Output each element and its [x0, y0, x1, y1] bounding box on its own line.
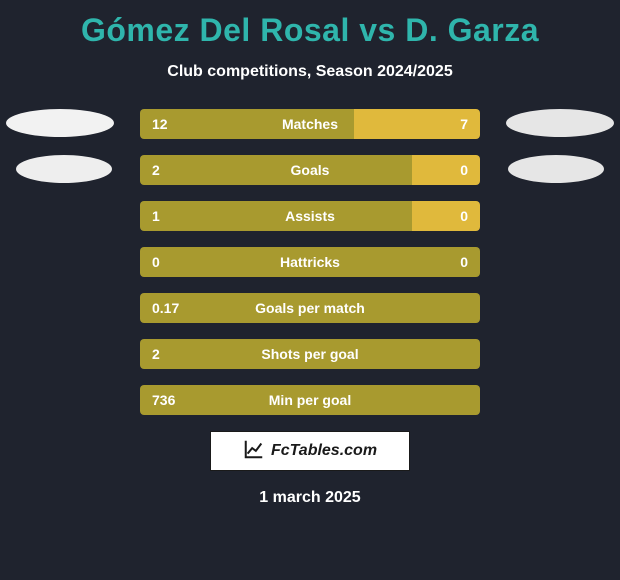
team-badge-left-1: [6, 109, 114, 137]
stat-value-right: 0: [460, 254, 468, 270]
season-subtitle: Club competitions, Season 2024/2025: [0, 63, 620, 81]
stat-value-right: 7: [460, 116, 468, 132]
team-badge-right-2: [508, 155, 604, 183]
stat-bar-row: 736Min per goal: [140, 385, 480, 415]
source-logo: FcTables.com: [210, 431, 410, 471]
stat-bars-container: 12Matches72Goals01Assists00Hattricks00.1…: [140, 109, 480, 415]
stat-label: Min per goal: [140, 392, 480, 408]
chart-area: 12Matches72Goals01Assists00Hattricks00.1…: [0, 109, 620, 415]
chart-icon: [243, 438, 265, 465]
stat-value-right: 0: [460, 162, 468, 178]
team-badge-left-2: [16, 155, 112, 183]
stat-label: Hattricks: [140, 254, 480, 270]
comparison-date: 1 march 2025: [0, 489, 620, 507]
team-badge-right-1: [506, 109, 614, 137]
stat-value-right: 0: [460, 208, 468, 224]
stat-label: Goals: [140, 162, 480, 178]
comparison-title: Gómez Del Rosal vs D. Garza: [0, 0, 620, 49]
stat-label: Shots per goal: [140, 346, 480, 362]
stat-bar-row: 0.17Goals per match: [140, 293, 480, 323]
stat-label: Matches: [140, 116, 480, 132]
stat-bar-row: 1Assists0: [140, 201, 480, 231]
stat-bar-row: 0Hattricks0: [140, 247, 480, 277]
stat-label: Assists: [140, 208, 480, 224]
stat-bar-row: 2Goals0: [140, 155, 480, 185]
stat-bar-row: 12Matches7: [140, 109, 480, 139]
source-logo-text: FcTables.com: [271, 442, 377, 460]
stat-bar-row: 2Shots per goal: [140, 339, 480, 369]
stat-label: Goals per match: [140, 300, 480, 316]
